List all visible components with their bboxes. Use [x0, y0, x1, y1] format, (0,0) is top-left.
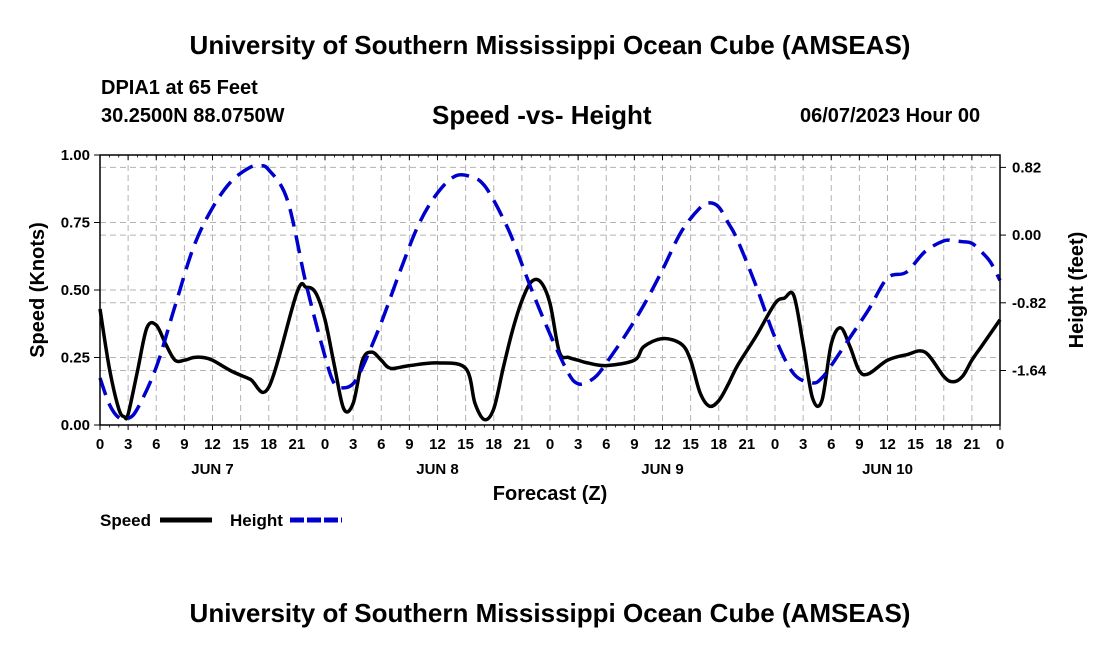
- x-tick-label: 6: [152, 436, 160, 453]
- x-tick-label: 18: [485, 436, 502, 453]
- x-tick-label: 3: [799, 436, 807, 453]
- day-label: JUN 8: [416, 461, 459, 478]
- y-tick-label: 1.00: [61, 147, 90, 164]
- legend-label-speed: Speed: [100, 511, 151, 530]
- day-label: JUN 9: [641, 461, 684, 478]
- speed-series-line: [98, 277, 1002, 422]
- x-tick-label: 21: [514, 436, 531, 453]
- x-tick-label: 18: [710, 436, 727, 453]
- chart-labels: 0 3 6 9 12 15 18 21 0 3 6 9 12 15 18 21 0 3 6 9 12 15 18 21 0 3 6 9…: [61, 147, 1047, 478]
- x-tick-label: 12: [429, 436, 446, 453]
- y-tick-label: 0.50: [61, 282, 90, 299]
- x-tick-label: 0: [546, 436, 554, 453]
- x-tick-label: 0: [771, 436, 779, 453]
- y2-tick-label: -1.64: [1012, 363, 1047, 380]
- day-label: JUN 10: [862, 461, 913, 478]
- forecast-datetime: 06/07/2023 Hour 00: [800, 105, 981, 127]
- x-tick-label: 15: [232, 436, 249, 453]
- x-tick-label: 15: [682, 436, 699, 453]
- station-coordinates: 30.2500N 88.0750W: [101, 105, 285, 127]
- x-tick-label: 3: [124, 436, 132, 453]
- x-tick-label: 12: [879, 436, 896, 453]
- y2-tick-label: -0.82: [1012, 295, 1046, 312]
- x-tick-label: 3: [349, 436, 357, 453]
- x-tick-label: 15: [907, 436, 924, 453]
- y2-tick-label: 0.82: [1012, 159, 1041, 176]
- chart-main-title: University of Southern Mississippi Ocean…: [189, 30, 911, 60]
- x-tick-label: 0: [996, 436, 1004, 453]
- y2-tick-label: 0.00: [1012, 227, 1041, 244]
- chart-subtitle: Speed -vs- Height: [432, 100, 652, 130]
- y-tick-label: 0.00: [61, 417, 90, 434]
- x-tick-label: 9: [180, 436, 188, 453]
- x-tick-label: 9: [855, 436, 863, 453]
- height-series-line: [98, 163, 1002, 422]
- x-tick-label: 18: [260, 436, 277, 453]
- chart-series: [98, 163, 1002, 422]
- x-tick-label: 3: [574, 436, 582, 453]
- day-label: JUN 7: [191, 461, 234, 478]
- x-tick-label: 0: [321, 436, 329, 453]
- x-tick-label: 18: [935, 436, 952, 453]
- x-tick-label: 9: [630, 436, 638, 453]
- x-tick-label: 6: [602, 436, 610, 453]
- y2-axis-title: Height (feet): [1066, 232, 1088, 349]
- x-tick-label: 21: [964, 436, 981, 453]
- plot-frame: [99, 154, 1001, 426]
- chart-grid: [100, 155, 1000, 425]
- x-tick-label: 21: [289, 436, 306, 453]
- station-label: DPIA1 at 65 Feet: [101, 77, 258, 99]
- y-axis-title: Speed (Knots): [27, 222, 49, 358]
- x-tick-label: 6: [827, 436, 835, 453]
- x-tick-label: 6: [377, 436, 385, 453]
- x-tick-label: 0: [96, 436, 104, 453]
- footer-title: University of Southern Mississippi Ocean…: [189, 598, 911, 628]
- x-tick-label: 21: [739, 436, 756, 453]
- y-tick-label: 0.75: [61, 215, 90, 232]
- x-tick-label: 12: [654, 436, 671, 453]
- x-tick-label: 12: [204, 436, 221, 453]
- x-tick-label: 9: [405, 436, 413, 453]
- x-tick-label: 15: [457, 436, 474, 453]
- x-axis-title: Forecast (Z): [493, 483, 607, 505]
- chart-legend: Speed Height: [100, 511, 342, 530]
- y-tick-label: 0.25: [61, 350, 90, 367]
- legend-label-height: Height: [230, 511, 283, 530]
